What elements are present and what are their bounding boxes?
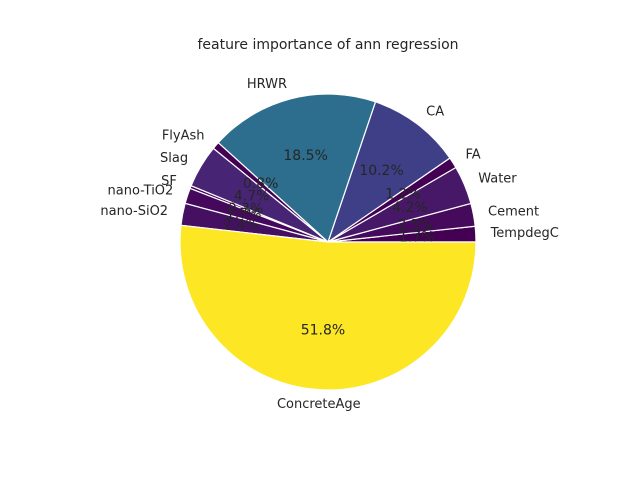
pie-label-flyash: FlyAsh (162, 128, 205, 143)
pie-percent-cement: 2.5% (397, 218, 433, 234)
pie-label-hrwr: HRWR (247, 77, 287, 92)
pie-slice-labels: TempdegCCementWaterFACAHRWRFlyAshSlagSFn… (100, 77, 558, 412)
pie-percent-hrwr: 18.5% (283, 148, 327, 164)
pie-label-nano-sio2: nano-SiO2 (100, 204, 168, 219)
pie-percent-nano-tio2: 1.7% (226, 206, 262, 222)
pie-label-cement: Cement (488, 204, 539, 219)
pie-percent-water: 4.2% (392, 200, 428, 216)
pie-slices (179, 93, 477, 391)
pie-label-sf: SF (161, 174, 177, 189)
pie-percent-concreteage: 51.8% (301, 323, 345, 339)
pie-percent-slag: 4.7% (234, 189, 270, 205)
pie-percent-flyash: 0.8% (243, 176, 279, 192)
pie-label-tempdegc: TempdegC (490, 226, 559, 241)
pie-label-fa: FA (465, 147, 480, 162)
pie-slice-ca (326, 101, 451, 244)
pie-percent-labels: 1.7%2.5%4.2%1.2%10.2%18.5%0.8%4.7%0.3%1.… (223, 148, 434, 339)
pie-percent-sf: 0.3% (228, 201, 264, 217)
pie-slice-hrwr (217, 93, 377, 244)
pie-percent-ca: 10.2% (359, 163, 403, 179)
pie-percent-fa: 1.2% (385, 186, 421, 202)
pie-label-nano-tio2: nano-TiO2 (108, 184, 174, 199)
pie-label-slag: Slag (160, 151, 188, 166)
pie-label-concreteage: ConcreteAge (277, 397, 361, 412)
pie-label-water: Water (478, 172, 517, 187)
pie-label-ca: CA (426, 105, 444, 120)
pie-percent-tempdegc: 1.7% (399, 229, 435, 245)
chart-title: feature importance of ann regression (197, 37, 458, 53)
pie-slice-concreteage (179, 224, 477, 391)
pie-percent-nano-sio2: 2.4% (223, 217, 259, 233)
